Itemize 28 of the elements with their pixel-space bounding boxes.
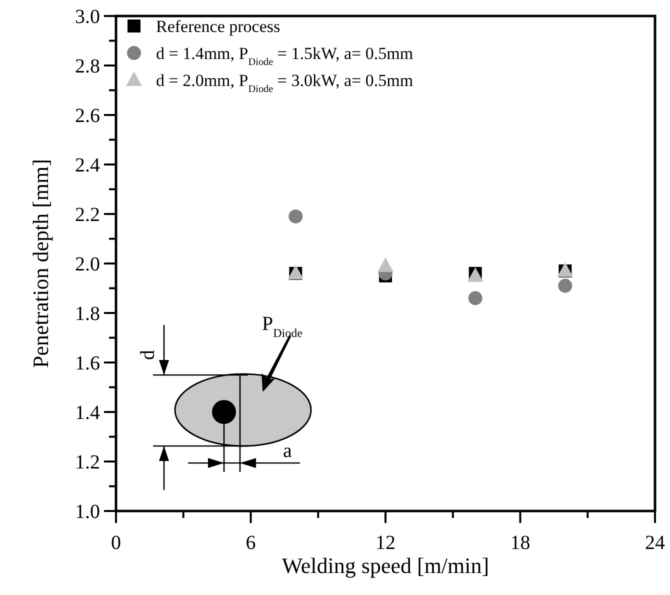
y-tick-label: 1.2 xyxy=(75,452,100,474)
legend-label: Reference process xyxy=(156,17,280,36)
y-tick-label: 1.8 xyxy=(75,303,100,325)
x-tick-label: 6 xyxy=(246,532,256,554)
x-tick-label: 12 xyxy=(376,532,396,554)
x-tick-label: 18 xyxy=(510,532,530,554)
x-tick-label: 24 xyxy=(645,532,665,554)
annotation: d xyxy=(137,350,159,360)
y-axis-title: Penetration depth [mm] xyxy=(28,159,53,368)
legend-label: d = 2.0mm, P$_{Diode}$ = 3.0kW, a= 0.5mm xyxy=(156,71,414,94)
y-tick-label: 1.4 xyxy=(75,402,100,424)
y-tick-label: 2.2 xyxy=(75,204,100,226)
y-tick-label: 1.6 xyxy=(75,352,100,374)
point xyxy=(378,257,394,272)
y-tick-label: 3.0 xyxy=(75,6,100,28)
x-tick-label: 0 xyxy=(111,532,121,554)
y-tick-label: 1.0 xyxy=(75,501,100,523)
point xyxy=(288,209,303,224)
x-axis-title: Welding speed [m/min] xyxy=(282,553,490,578)
y-tick-label: 2.8 xyxy=(75,56,100,78)
point xyxy=(558,278,572,293)
y-tick-label: 2.0 xyxy=(75,254,100,276)
legend-label: d = 1.4mm, P$_{Diode}$ = 1.5kW, a= 0.5mm xyxy=(156,44,414,68)
annotation: a xyxy=(283,440,292,462)
y-tick-label: 2.6 xyxy=(75,105,100,127)
annotation: P$_{Diode}$ xyxy=(262,313,302,340)
point xyxy=(468,291,482,306)
y-tick-label: 2.4 xyxy=(75,154,100,176)
